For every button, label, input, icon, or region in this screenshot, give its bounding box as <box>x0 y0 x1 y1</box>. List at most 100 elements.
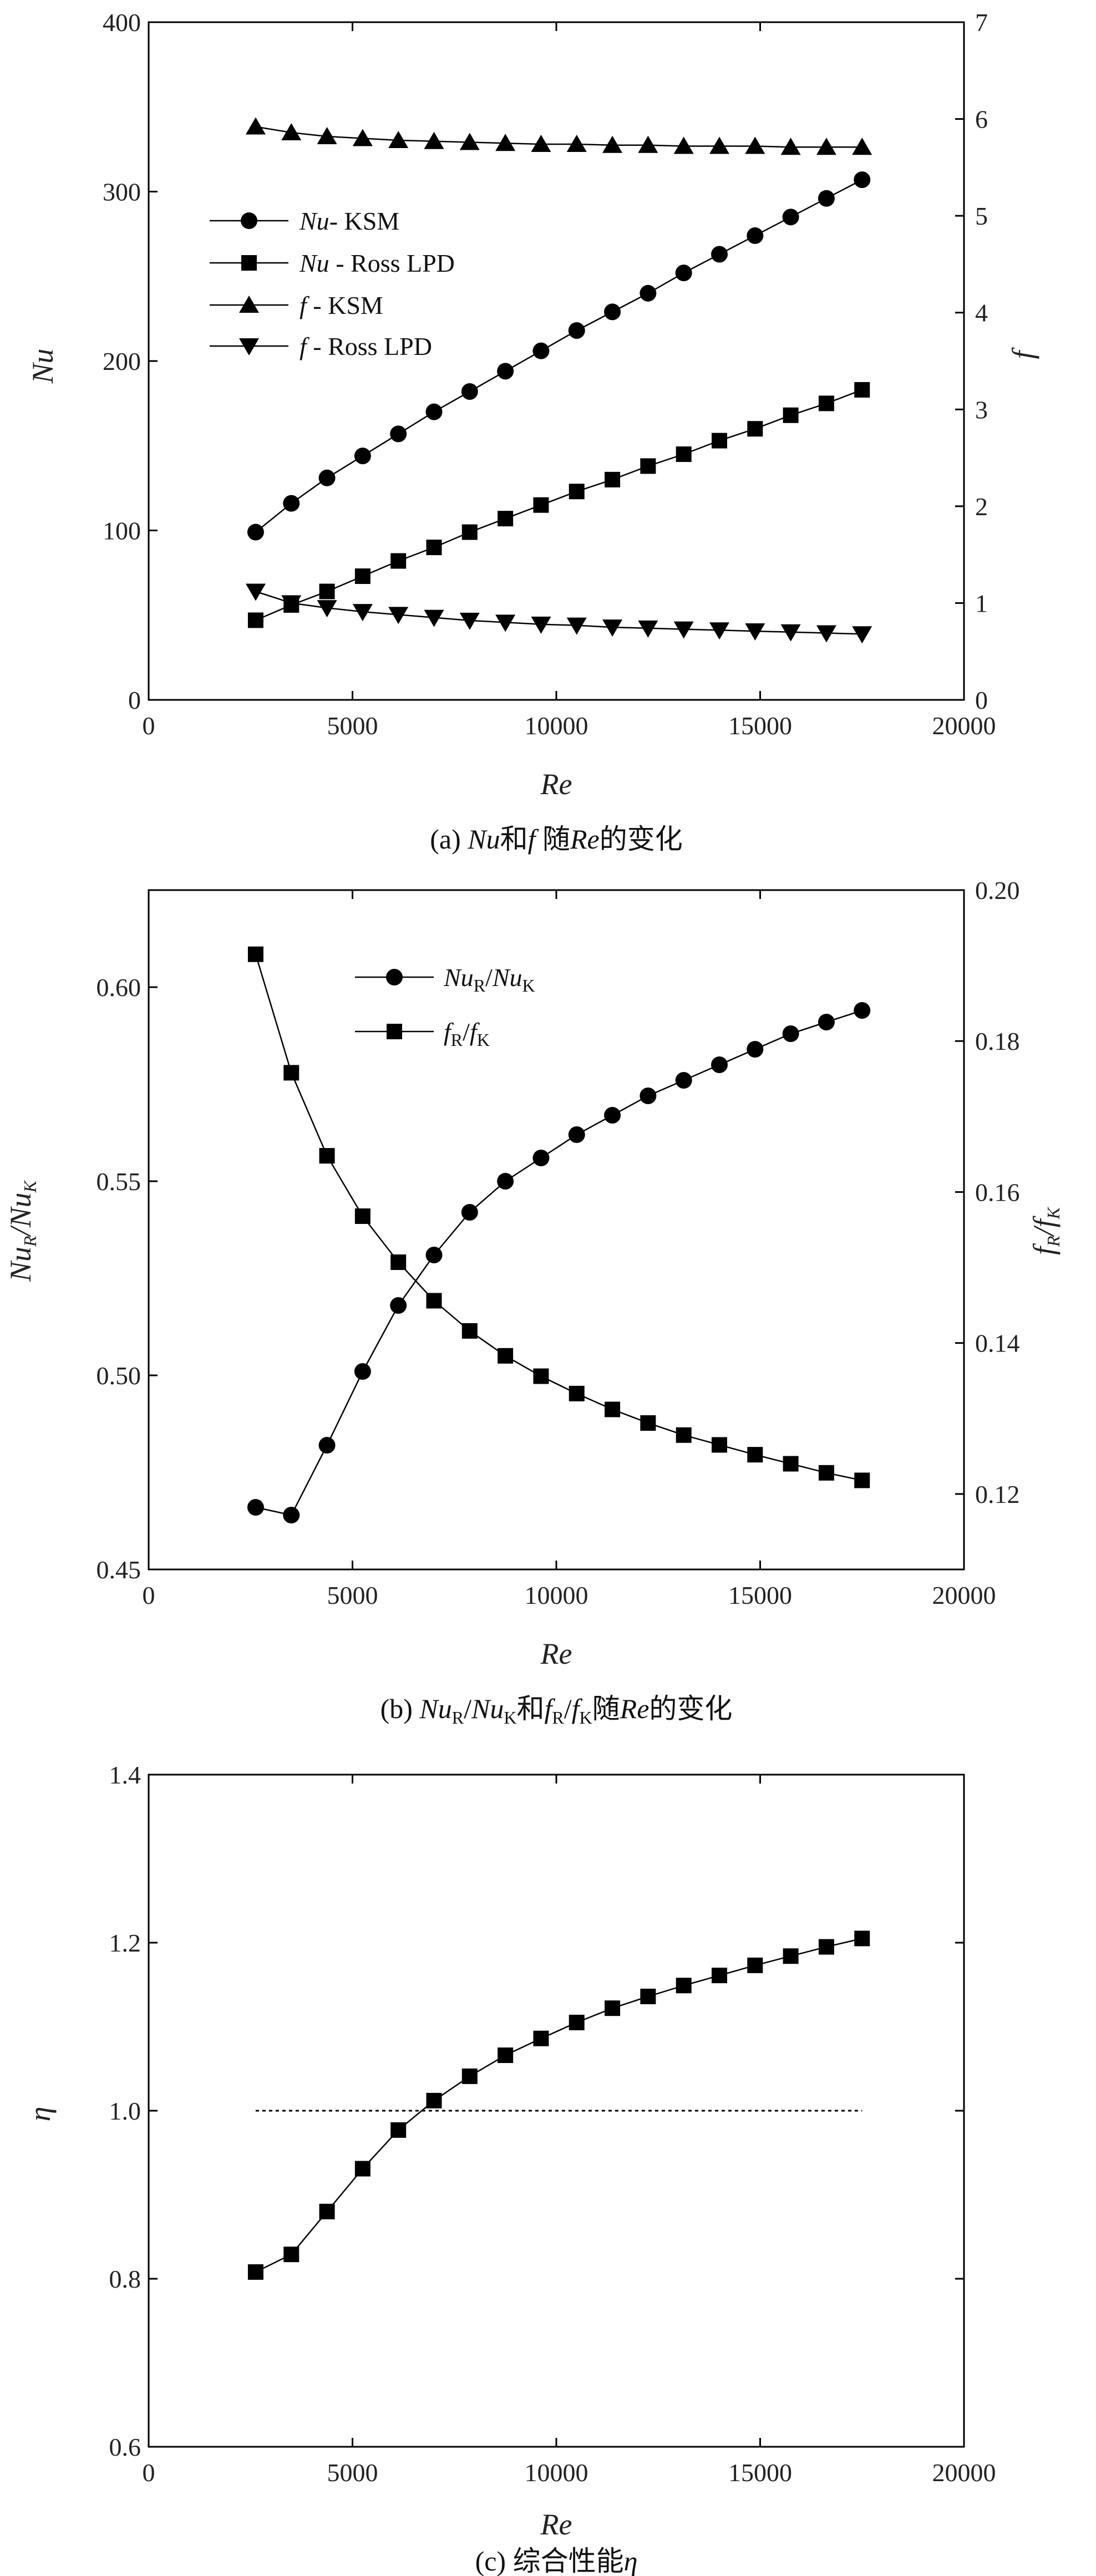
data-point <box>533 2030 549 2046</box>
data-point <box>604 1107 621 1124</box>
data-point <box>354 1363 371 1380</box>
data-point <box>566 617 587 635</box>
data-point <box>816 625 836 643</box>
panel-c: 0 5000 10000 15000 20000 0.6 0.8 1.0 1.2 1.4 η Re… <box>23 1761 996 2576</box>
data-point <box>532 1150 550 1166</box>
panel-b-x-axis-title: Re <box>540 1637 572 1670</box>
x-tick-label: 0 <box>143 2458 155 2487</box>
data-point <box>495 134 516 151</box>
data-point <box>854 1472 870 1488</box>
panel-a-legend: Nu- KSM Nu - Ross LPD f - KSM f - Ross L… <box>210 207 455 360</box>
data-point <box>424 609 444 627</box>
data-point <box>426 2092 442 2108</box>
data-point <box>854 1002 871 1019</box>
data-point <box>318 469 336 486</box>
data-point <box>318 1437 336 1454</box>
x-tick-label: 15000 <box>728 712 792 740</box>
data-point <box>461 2068 478 2084</box>
data-point <box>245 583 266 601</box>
data-point <box>568 322 585 339</box>
legend-label-f-ross: f - Ross LPD <box>300 332 432 360</box>
data-point <box>533 1368 549 1384</box>
data-point <box>426 1293 442 1309</box>
data-point <box>531 134 551 152</box>
data-point <box>459 133 480 150</box>
data-point <box>317 600 337 618</box>
data-point <box>676 1427 692 1443</box>
y-left-tick-label: 0.50 <box>97 1361 141 1390</box>
data-point <box>711 1056 728 1073</box>
data-point <box>247 524 264 541</box>
data-point <box>352 129 373 146</box>
data-point <box>283 1065 300 1081</box>
panel-b-legend: NuR/NuK fR/fK <box>355 963 535 1050</box>
y-left-tick-label: 0 <box>128 686 141 714</box>
y-right-tick-label: 0.14 <box>975 1329 1020 1358</box>
y-right-tick-label: 0.16 <box>975 1178 1020 1206</box>
x-tick-label: 20000 <box>932 712 996 740</box>
data-point <box>747 227 764 244</box>
data-point <box>605 471 621 487</box>
legend-marker-circle <box>386 969 403 985</box>
panel-a-x-axis-title: Re <box>540 768 572 801</box>
data-point <box>498 2047 514 2064</box>
data-point <box>531 616 551 634</box>
data-point <box>425 1247 443 1263</box>
panel-b-left-axis-title: NuR/NuK <box>4 1180 40 1282</box>
data-point <box>745 136 765 154</box>
data-point <box>818 1014 835 1030</box>
data-point <box>354 1208 371 1224</box>
data-point <box>319 2203 335 2219</box>
y-right-tick-label: 5 <box>975 202 988 230</box>
data-point <box>782 209 799 226</box>
data-point <box>709 622 729 640</box>
data-point <box>247 612 263 628</box>
data-point <box>390 425 407 443</box>
data-point <box>283 1507 300 1523</box>
x-tick-label: 10000 <box>525 712 588 740</box>
data-point <box>388 607 409 624</box>
x-tick-label: 15000 <box>728 1581 792 1609</box>
data-point <box>317 126 337 144</box>
data-point <box>568 1126 585 1143</box>
legend-marker-square <box>387 1024 402 1039</box>
panel-c-series <box>247 1930 870 2280</box>
legend-marker-triangle-down <box>239 338 259 355</box>
series-line-2 <box>255 954 862 1481</box>
data-point <box>605 2000 621 2016</box>
data-point <box>747 1957 763 1973</box>
x-tick-label: 20000 <box>932 2458 996 2487</box>
data-point <box>354 448 371 465</box>
data-point <box>352 604 373 622</box>
data-point <box>497 1173 514 1190</box>
data-point <box>532 342 550 359</box>
data-point <box>854 171 871 189</box>
x-tick-label: 15000 <box>728 2458 792 2487</box>
panel-a: 0 5000 10000 15000 2000001002003004000123456… <box>26 8 1039 855</box>
legend-label-f-ksm: f - KSM <box>300 291 383 319</box>
data-point <box>780 138 801 155</box>
data-point <box>818 1939 834 1955</box>
data-point <box>533 497 549 513</box>
data-point <box>459 612 480 630</box>
x-tick-label: 20000 <box>932 1581 996 1609</box>
panel-b-series <box>247 946 871 1523</box>
data-point <box>354 568 371 584</box>
data-point <box>747 1041 764 1058</box>
data-point <box>712 433 727 449</box>
data-point <box>281 595 302 613</box>
data-point <box>854 1930 870 1947</box>
data-point <box>675 1072 692 1089</box>
data-point <box>638 135 658 153</box>
y-left-tick-label: 0.8 <box>109 2265 141 2293</box>
data-point <box>283 495 300 512</box>
data-point <box>747 421 763 437</box>
panel-c-ticks: 0 5000 10000 15000 20000 0.6 0.8 1.0 1.2 1.4 <box>109 1761 996 2487</box>
data-point <box>569 484 585 500</box>
data-point <box>283 2247 300 2263</box>
data-point <box>640 1415 656 1431</box>
x-tick-label: 5000 <box>327 2458 378 2487</box>
data-point <box>319 1148 335 1164</box>
data-point <box>780 624 801 642</box>
legend-label-fr-fk: fR/fK <box>444 1018 490 1050</box>
